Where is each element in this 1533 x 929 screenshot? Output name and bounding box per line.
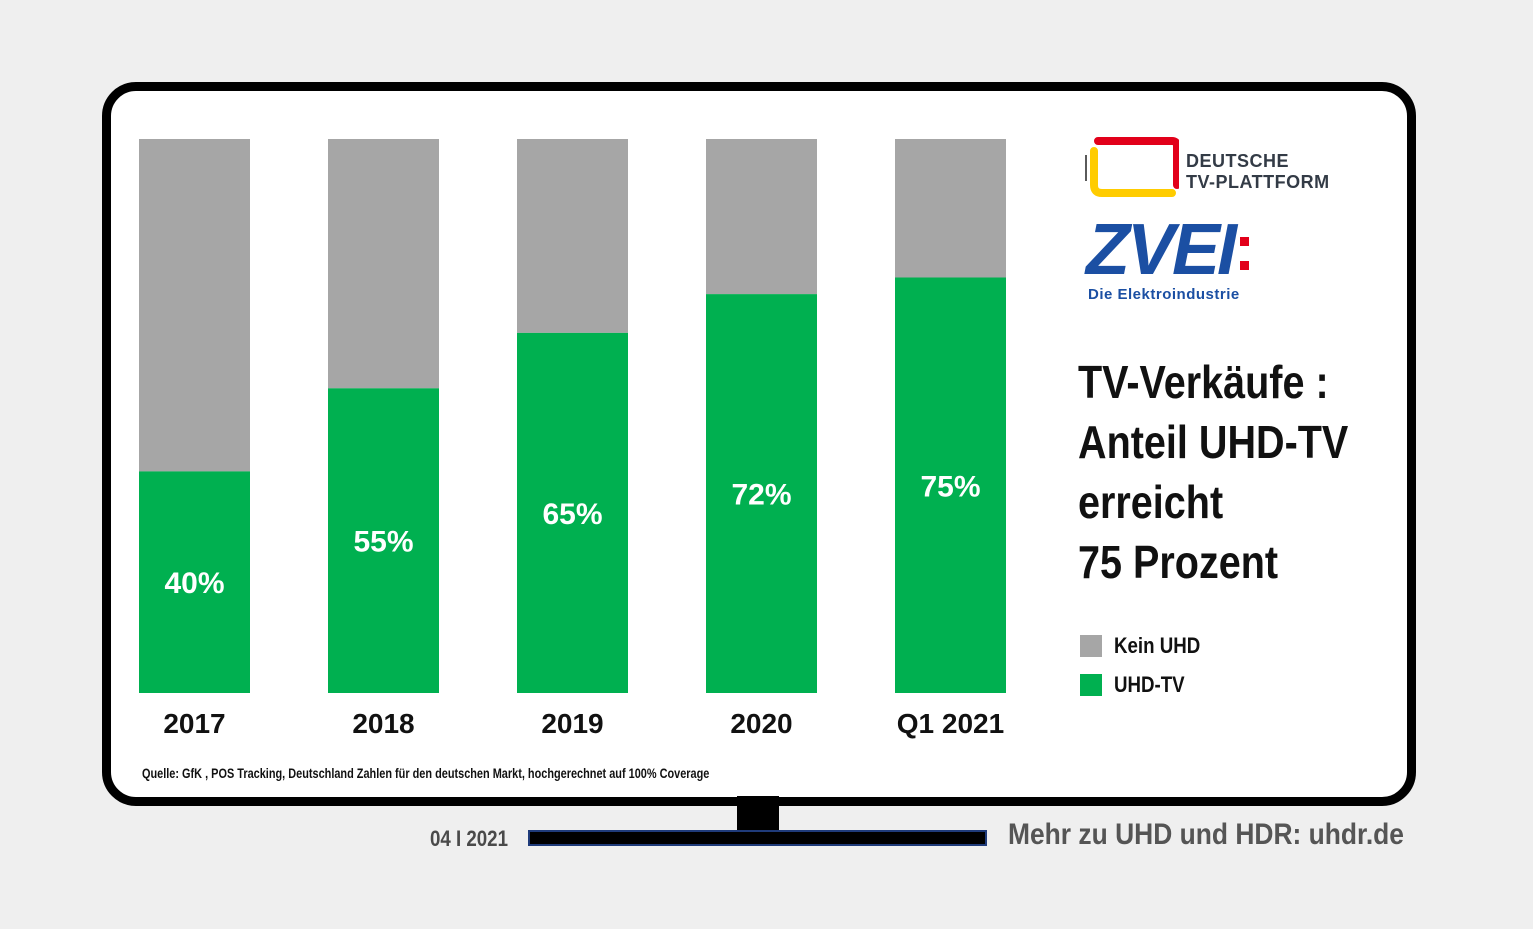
bar-value-label: 75%	[920, 470, 980, 503]
bar-kein-uhd	[328, 139, 439, 389]
bar-uhd-tv	[139, 471, 250, 693]
chart-title-line: TV-Verkäufe :	[1078, 356, 1329, 408]
chart-title-line: Anteil UHD-TV	[1078, 416, 1349, 468]
bar-kein-uhd	[139, 139, 250, 472]
chart-title-line: 75 Prozent	[1078, 536, 1279, 588]
source-note: Quelle: GfK , POS Tracking, Deutschland …	[142, 765, 710, 781]
bar-value-label: 65%	[542, 498, 602, 531]
bar-uhd-tv	[328, 388, 439, 693]
bar-uhd-tv	[706, 294, 817, 693]
deutsche-tv-plattform-logo-icon	[1085, 137, 1179, 197]
legend: Kein UHD UHD-TV	[1080, 626, 1215, 704]
bar-uhd-tv	[895, 277, 1006, 693]
bar-value-label: 72%	[731, 479, 791, 512]
legend-label: UHD-TV	[1114, 671, 1185, 697]
legend-swatch-kein-uhd	[1080, 634, 1102, 657]
chart-title-line: erreicht	[1078, 476, 1224, 528]
x-tick-label: 2018	[352, 708, 414, 739]
legend-swatch-uhd-tv	[1080, 673, 1102, 696]
bar-value-label: 55%	[353, 526, 413, 559]
x-tick-label: 2017	[163, 708, 225, 739]
zvei-colon-icon	[1240, 237, 1249, 285]
chart-title: TV-Verkäufe : Anteil UHD-TV erreicht 75 …	[1078, 352, 1349, 592]
bar-uhd-tv	[517, 332, 628, 693]
bar-kein-uhd	[706, 139, 817, 295]
date-label: 04 I 2021	[430, 826, 508, 851]
x-tick-label: Q1 2021	[897, 708, 1004, 739]
x-tick-label: 2019	[541, 708, 603, 739]
x-tick-label: 2020	[730, 708, 792, 739]
bar-kein-uhd	[895, 139, 1006, 278]
legend-item-kein-uhd: Kein UHD	[1080, 626, 1215, 665]
zvei-logo: ZVEI	[1086, 210, 1237, 290]
legend-label: Kein UHD	[1114, 632, 1201, 658]
tv-stand-neck	[737, 796, 779, 830]
tv-stand-base	[528, 830, 987, 846]
bar-value-label: 40%	[164, 567, 224, 600]
legend-item-uhd-tv: UHD-TV	[1080, 665, 1215, 704]
footer-link[interactable]: Mehr zu UHD und HDR: uhdr.de	[1008, 818, 1404, 851]
zvei-subtitle: Die Elektroindustrie	[1088, 286, 1240, 303]
bar-kein-uhd	[517, 139, 628, 333]
dtp-logo-text: DEUTSCHE TV-PLATTFORM	[1186, 151, 1330, 192]
